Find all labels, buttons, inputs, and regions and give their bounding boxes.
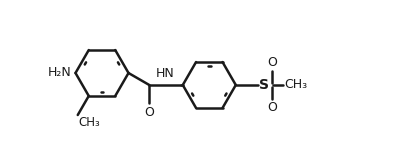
Text: S: S [259, 78, 269, 92]
Text: HN: HN [156, 67, 175, 80]
Text: O: O [267, 101, 277, 114]
Text: O: O [267, 56, 277, 69]
Text: O: O [144, 106, 154, 119]
Text: CH₃: CH₃ [284, 78, 307, 91]
Text: CH₃: CH₃ [79, 116, 100, 129]
Text: H₂N: H₂N [48, 66, 72, 80]
